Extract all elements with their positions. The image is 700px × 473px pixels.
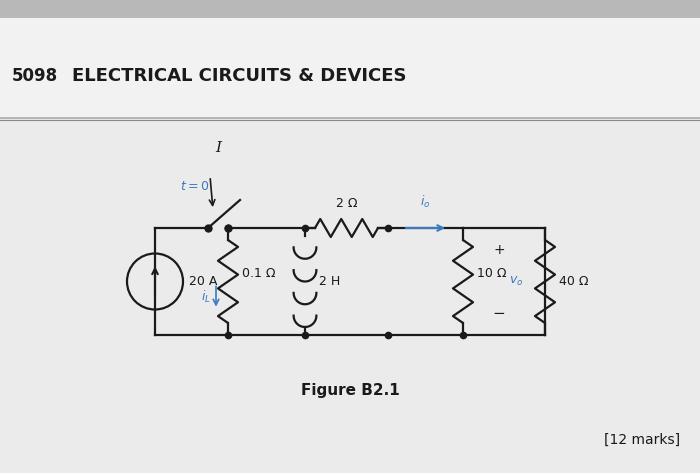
- Text: $t=0$: $t=0$: [180, 179, 209, 193]
- Text: $i_L$: $i_L$: [201, 289, 211, 305]
- Text: I: I: [215, 141, 221, 155]
- Text: 5098: 5098: [12, 67, 58, 85]
- Bar: [0, 0, 700, 18]
- Text: $v_o$: $v_o$: [509, 275, 524, 288]
- Text: 2 Ω: 2 Ω: [336, 197, 357, 210]
- Text: $i_o$: $i_o$: [420, 194, 430, 210]
- Text: ELECTRICAL CIRCUITS & DEVICES: ELECTRICAL CIRCUITS & DEVICES: [72, 67, 407, 85]
- Text: 10 Ω: 10 Ω: [477, 267, 507, 280]
- Text: 40 Ω: 40 Ω: [559, 275, 589, 288]
- Bar: [0, 118, 700, 473]
- Text: [12 marks]: [12 marks]: [604, 433, 680, 447]
- Text: Figure B2.1: Figure B2.1: [300, 383, 400, 397]
- Text: −: −: [493, 306, 505, 321]
- Text: +: +: [494, 243, 505, 257]
- Text: 0.1 Ω: 0.1 Ω: [242, 267, 276, 280]
- Text: 2 H: 2 H: [319, 275, 340, 288]
- Text: 20 A: 20 A: [189, 275, 218, 288]
- Bar: [0, 18, 700, 118]
